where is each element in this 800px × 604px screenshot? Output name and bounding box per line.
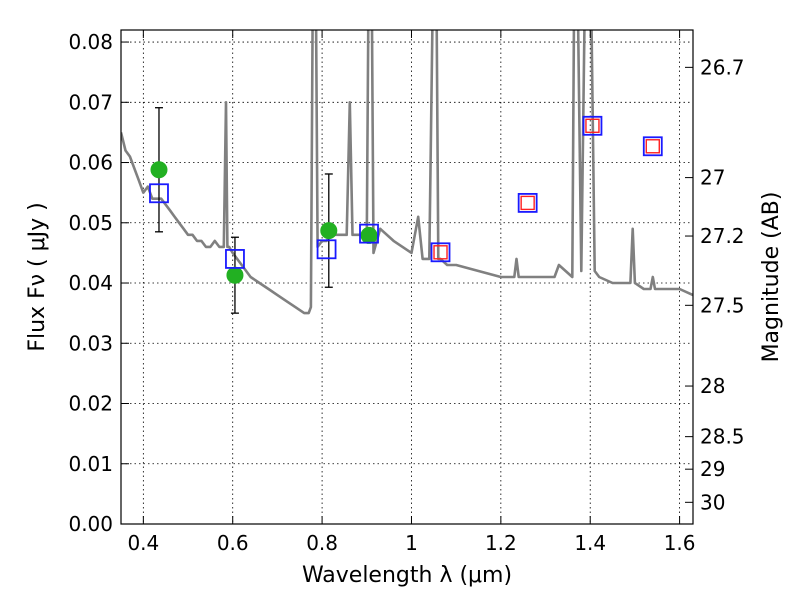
observed-point — [150, 161, 168, 179]
observed-point — [320, 222, 338, 240]
plot-area — [121, 30, 693, 315]
model-point-blue — [582, 115, 603, 136]
y-tick-label: 0.00 — [68, 512, 113, 536]
y-tick-label: 0.01 — [68, 452, 113, 476]
y2-tick-label: 27.2 — [700, 224, 745, 248]
y-tick-label: 0.08 — [68, 30, 113, 54]
y2-tick-label: 27.5 — [700, 293, 745, 317]
model-point-red — [645, 139, 660, 154]
model-point-red — [433, 245, 448, 260]
observed-point — [360, 226, 378, 244]
model-point-blue — [359, 223, 379, 244]
model-point-blue — [642, 136, 663, 157]
sed-line — [121, 30, 693, 315]
model-point-blue — [149, 183, 169, 204]
x-tick-label: 1.2 — [485, 531, 517, 555]
model-point-red — [585, 118, 600, 133]
y2-axis-title: Magnitude (AB) — [759, 192, 784, 363]
axes: 0.4 0.6 0.8 1 1.2 1.4 1.6 0.00 0.01 0.02 0.03 0.04 0… — [68, 30, 745, 555]
x-tick-label: 1.4 — [574, 531, 606, 555]
y-tick-label: 0.02 — [68, 392, 113, 416]
x-tick-label: 0.4 — [127, 531, 159, 555]
y-tick-label: 0.05 — [68, 211, 113, 235]
model-point-red — [520, 195, 535, 211]
model-point-blue — [225, 249, 245, 269]
model-point-blue — [517, 192, 538, 213]
model-point-blue — [430, 242, 451, 263]
x-tick-label: 0.8 — [306, 531, 338, 555]
x-tick-label: 1.6 — [664, 531, 696, 555]
y-tick-label: 0.07 — [68, 90, 113, 114]
y-tick-label: 0.03 — [68, 331, 113, 355]
y2-tick-label: 29 — [700, 457, 725, 481]
plot-frame — [120, 29, 694, 525]
x-tick-label: 0.6 — [217, 531, 249, 555]
y2-tick-label: 26.7 — [700, 55, 745, 79]
y2-tick-label: 28 — [700, 374, 725, 398]
model-point-blue — [316, 239, 337, 260]
y2-tick-label: 28.5 — [700, 425, 745, 449]
x-axis-title: Wavelength λ (μm) — [302, 563, 512, 588]
y2-tick-label: 27 — [700, 166, 725, 190]
y-tick-label: 0.04 — [68, 271, 113, 295]
observed-point — [226, 266, 244, 284]
y-axis-title: Flux Fν ( μJy ) — [25, 202, 50, 351]
y2-tick-label: 30 — [700, 490, 725, 514]
y-tick-label: 0.06 — [68, 151, 113, 175]
x-tick-label: 1 — [405, 531, 418, 555]
